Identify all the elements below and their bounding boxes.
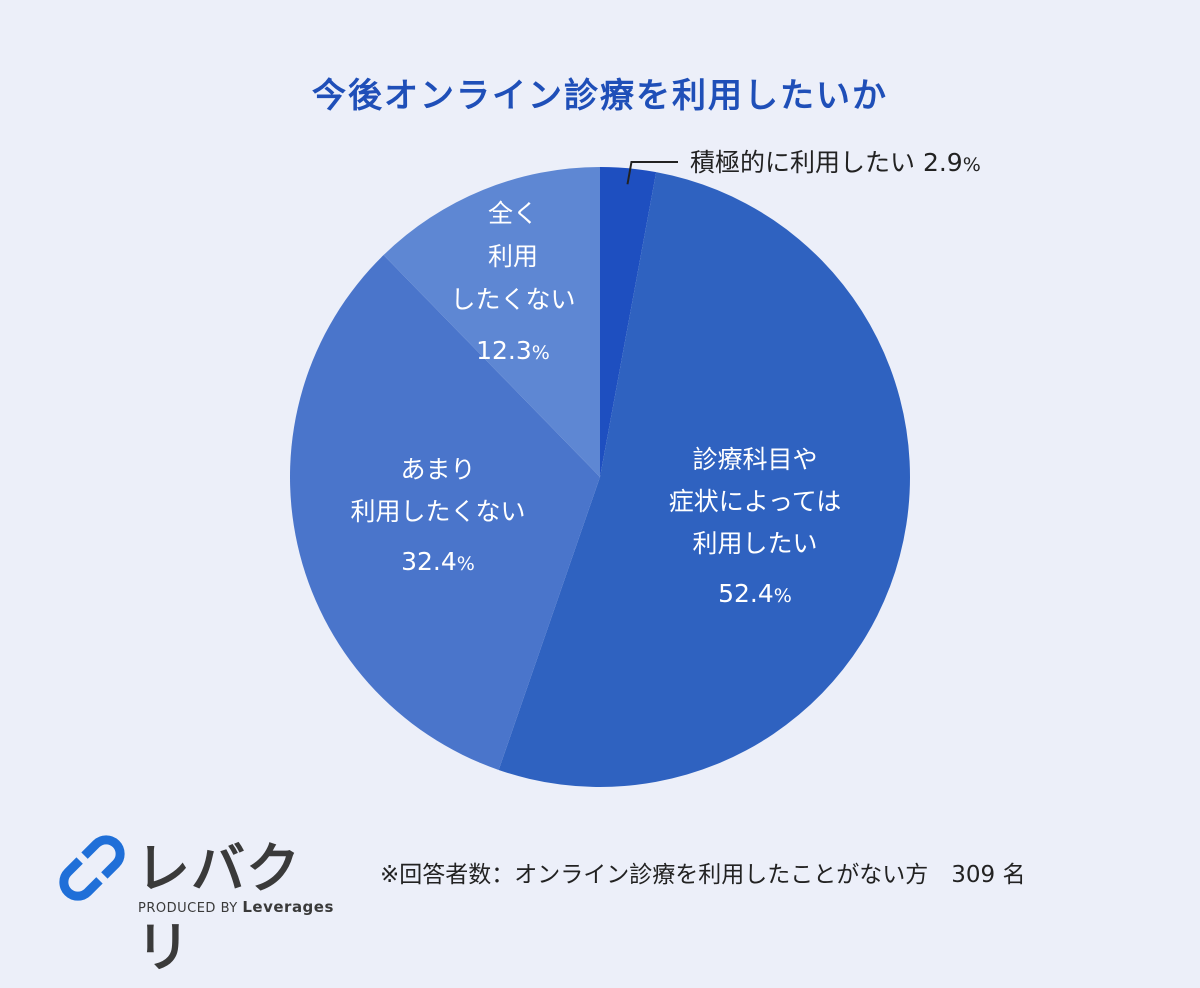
slice-label-line: したくない	[450, 285, 575, 314]
callout-leader-line	[626, 161, 678, 185]
pie-slice-0	[600, 167, 657, 477]
slice-label-line: 診療科目や	[692, 445, 817, 474]
slice-label-line: 利用したくない	[350, 497, 525, 526]
slice-label-line: 全く	[488, 199, 538, 228]
link-capsule-icon	[59, 835, 125, 901]
slice-value-label: 52.4%	[718, 579, 792, 608]
brand-name: Leverages	[242, 898, 334, 916]
pie-slice-2	[290, 255, 600, 770]
chart-title: 今後オンライン診療を利用したいか	[312, 76, 888, 116]
slice-label-line: 症状によっては	[669, 487, 842, 516]
logo-wordmark: レバクリ	[136, 837, 301, 979]
pie-slice-3	[383, 167, 600, 477]
logo: レバクリ PRODUCED BY Leverages	[52, 826, 342, 979]
respondent-note: ※回答者数：オンライン診療を利用したことがない方 309 名	[380, 862, 1026, 888]
slice-label-outside: 積極的に利用したい 2.9%	[690, 148, 981, 177]
slice-label-line: 利用したい	[692, 529, 817, 558]
slice-value-label: 32.4%	[401, 547, 475, 576]
pie-slice-1	[498, 172, 911, 788]
produced-by-text: PRODUCED BY	[138, 901, 238, 916]
logo-produced-by: PRODUCED BY Leverages	[138, 898, 334, 916]
slice-value-label: 12.3%	[476, 336, 550, 365]
slice-label-line: あまり	[400, 455, 475, 484]
slice-label-line: 利用	[488, 242, 538, 271]
